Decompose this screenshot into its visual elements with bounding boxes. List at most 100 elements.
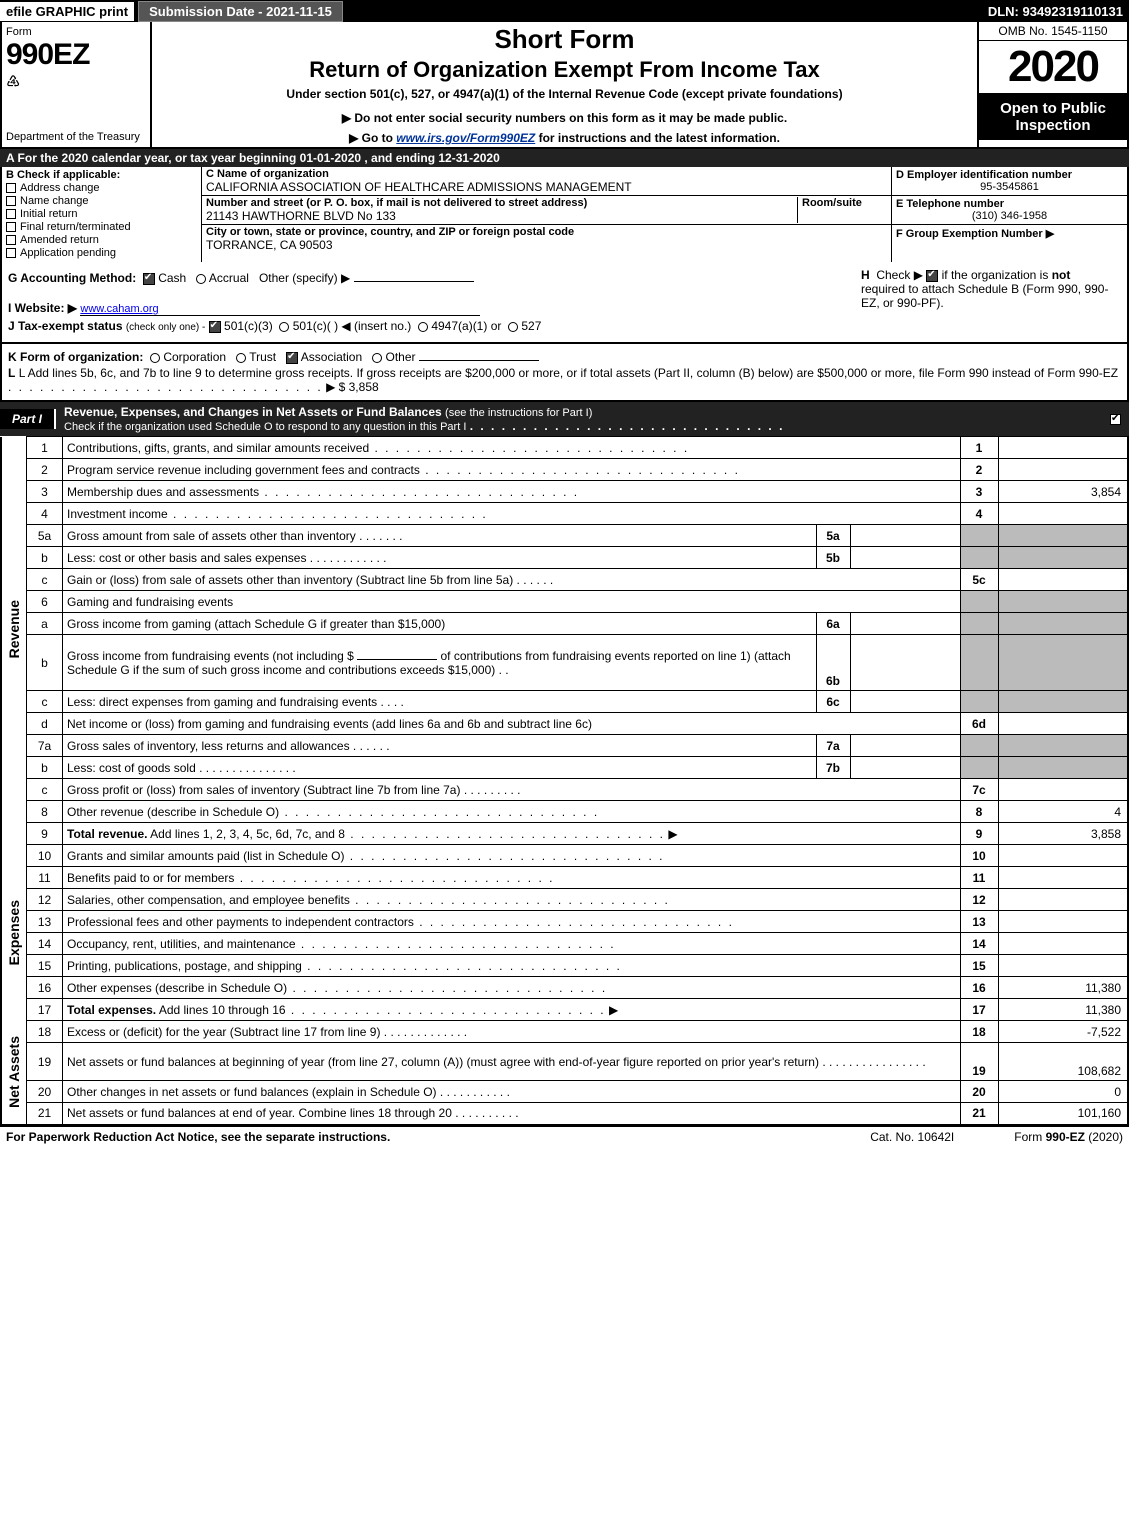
desc-text: Occupancy, rent, utilities, and maintena… bbox=[67, 937, 296, 951]
subtitle-1: Under section 501(c), 527, or 4947(a)(1)… bbox=[158, 87, 971, 101]
dots bbox=[286, 1003, 606, 1017]
desc-text: Grants and similar amounts paid (list in… bbox=[67, 849, 344, 863]
line-rval bbox=[998, 867, 1128, 889]
box-b: B Check if applicable: Address change Na… bbox=[2, 167, 202, 262]
j-4947: 4947(a)(1) or bbox=[431, 319, 501, 333]
k-other-checkbox[interactable] bbox=[372, 353, 382, 363]
line-rval: 101,160 bbox=[998, 1103, 1128, 1125]
line-num: b bbox=[27, 757, 63, 779]
website-link[interactable]: www.caham.org bbox=[80, 303, 158, 315]
street-value: 21143 HAWTHORNE BLVD No 133 bbox=[206, 209, 797, 223]
h-text3: required to attach Schedule B (Form 990,… bbox=[861, 282, 1108, 310]
line-num: 7a bbox=[27, 735, 63, 757]
dln-label: DLN: 93492319110131 bbox=[988, 4, 1129, 19]
g-cash-checkbox[interactable] bbox=[143, 273, 155, 285]
line-num: 14 bbox=[27, 933, 63, 955]
line-rval bbox=[998, 437, 1128, 459]
k-corp-checkbox[interactable] bbox=[150, 353, 160, 363]
line-rval bbox=[998, 713, 1128, 735]
j-527-checkbox[interactable] bbox=[508, 322, 518, 332]
line-19: 19 Net assets or fund balances at beginn… bbox=[1, 1043, 1128, 1081]
chk-address-change[interactable]: Address change bbox=[6, 182, 197, 194]
line-num: b bbox=[27, 635, 63, 691]
line-num: c bbox=[27, 691, 63, 713]
part1-title: Revenue, Expenses, and Changes in Net As… bbox=[56, 402, 1110, 436]
line-rnum: 8 bbox=[960, 801, 998, 823]
line-desc: Excess or (deficit) for the year (Subtra… bbox=[63, 1021, 961, 1043]
dots bbox=[344, 849, 664, 863]
line-20: 20 Other changes in net assets or fund b… bbox=[1, 1081, 1128, 1103]
line-12: 12 Salaries, other compensation, and emp… bbox=[1, 889, 1128, 911]
irs-link[interactable]: www.irs.gov/Form990EZ bbox=[396, 131, 535, 145]
line-2: 2 Program service revenue including gove… bbox=[1, 459, 1128, 481]
k-assoc-checkbox[interactable] bbox=[286, 352, 298, 364]
l-text: L Add lines 5b, 6c, and 7b to line 9 to … bbox=[19, 366, 1118, 380]
line-desc: Professional fees and other payments to … bbox=[63, 911, 961, 933]
line-desc: Gross income from gaming (attach Schedul… bbox=[63, 613, 817, 635]
bcd-row: B Check if applicable: Address change Na… bbox=[0, 167, 1129, 262]
line-rval: 0 bbox=[998, 1081, 1128, 1103]
g-other-fill[interactable] bbox=[354, 281, 474, 282]
expenses-sidelabel: Expenses bbox=[1, 845, 27, 1021]
line-rnum: 16 bbox=[960, 977, 998, 999]
dots bbox=[234, 871, 554, 885]
part1-schedule-o-checkbox[interactable] bbox=[1110, 414, 1121, 425]
ein-value: 95-3545861 bbox=[896, 181, 1123, 193]
desc-text: Add lines 10 through 16 bbox=[156, 1003, 285, 1017]
desc-text: Professional fees and other payments to … bbox=[67, 915, 414, 929]
chk-final-return[interactable]: Final return/terminated bbox=[6, 221, 197, 233]
line-rnum: 20 bbox=[960, 1081, 998, 1103]
line-rval bbox=[998, 889, 1128, 911]
j-501c3-checkbox[interactable] bbox=[209, 321, 221, 333]
desc-text: Less: direct expenses from gaming and fu… bbox=[67, 695, 377, 709]
line-15: 15 Printing, publications, postage, and … bbox=[1, 955, 1128, 977]
line-desc: Less: cost or other basis and sales expe… bbox=[63, 547, 817, 569]
j-label: J Tax-exempt status bbox=[8, 319, 123, 333]
g-accrual-checkbox[interactable] bbox=[196, 274, 206, 284]
submission-date: Submission Date - 2021-11-15 bbox=[138, 1, 343, 22]
checkbox-icon bbox=[6, 209, 16, 219]
line-desc: Membership dues and assessments bbox=[63, 481, 961, 503]
chk-initial-return[interactable]: Initial return bbox=[6, 208, 197, 220]
chk-name-change[interactable]: Name change bbox=[6, 195, 197, 207]
j-501c-checkbox[interactable] bbox=[279, 322, 289, 332]
desc-text: Contributions, gifts, grants, and simila… bbox=[67, 441, 369, 455]
main-title: Return of Organization Exempt From Incom… bbox=[158, 57, 971, 83]
k-trust-checkbox[interactable] bbox=[236, 353, 246, 363]
checkbox-icon bbox=[6, 222, 16, 232]
spacer bbox=[1, 823, 27, 845]
k-other: Other bbox=[386, 350, 416, 364]
city-value: TORRANCE, CA 90503 bbox=[206, 238, 887, 252]
grey-cell bbox=[960, 525, 998, 547]
chk-amended-return[interactable]: Amended return bbox=[6, 234, 197, 246]
line-rnum: 6d bbox=[960, 713, 998, 735]
line-rval: 3,854 bbox=[998, 481, 1128, 503]
j-4947-checkbox[interactable] bbox=[418, 322, 428, 332]
org-name-row: C Name of organization CALIFORNIA ASSOCI… bbox=[202, 167, 891, 196]
line-rnum: 13 bbox=[960, 911, 998, 933]
footer-right-form: 990-EZ bbox=[1046, 1130, 1085, 1144]
j-note: (check only one) - bbox=[126, 322, 205, 333]
dots bbox=[302, 959, 622, 973]
j-501c: 501(c)( ) ◀ (insert no.) bbox=[293, 319, 412, 333]
line-rval: 108,682 bbox=[998, 1043, 1128, 1081]
part1-tab: Part I bbox=[0, 409, 56, 429]
g-other: Other (specify) ▶ bbox=[259, 271, 350, 285]
ein-label: D Employer identification number bbox=[896, 169, 1123, 181]
box-b-title: B Check if applicable: bbox=[6, 169, 197, 181]
efile-label[interactable]: efile GRAPHIC print bbox=[0, 2, 134, 21]
h-checkbox[interactable] bbox=[926, 270, 938, 282]
line-num: 18 bbox=[27, 1021, 63, 1043]
k-other-fill[interactable] bbox=[419, 360, 539, 361]
g-cash: Cash bbox=[158, 271, 186, 285]
fill[interactable] bbox=[357, 659, 437, 660]
line-10: Expenses 10 Grants and similar amounts p… bbox=[1, 845, 1128, 867]
line-rval bbox=[998, 955, 1128, 977]
grey-cell bbox=[998, 547, 1128, 569]
g-accrual: Accrual bbox=[209, 271, 249, 285]
grey-cell bbox=[960, 757, 998, 779]
line-num: 3 bbox=[27, 481, 63, 503]
line-num: d bbox=[27, 713, 63, 735]
chk-application-pending[interactable]: Application pending bbox=[6, 247, 197, 259]
dots bbox=[8, 380, 323, 394]
